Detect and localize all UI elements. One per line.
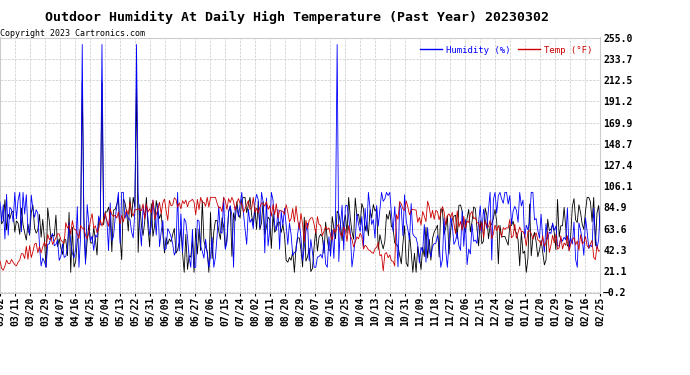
Legend: Humidity (%), Temp (°F): Humidity (%), Temp (°F)	[416, 42, 595, 58]
Text: Copyright 2023 Cartronics.com: Copyright 2023 Cartronics.com	[0, 28, 145, 38]
Text: Outdoor Humidity At Daily High Temperature (Past Year) 20230302: Outdoor Humidity At Daily High Temperatu…	[45, 11, 549, 24]
